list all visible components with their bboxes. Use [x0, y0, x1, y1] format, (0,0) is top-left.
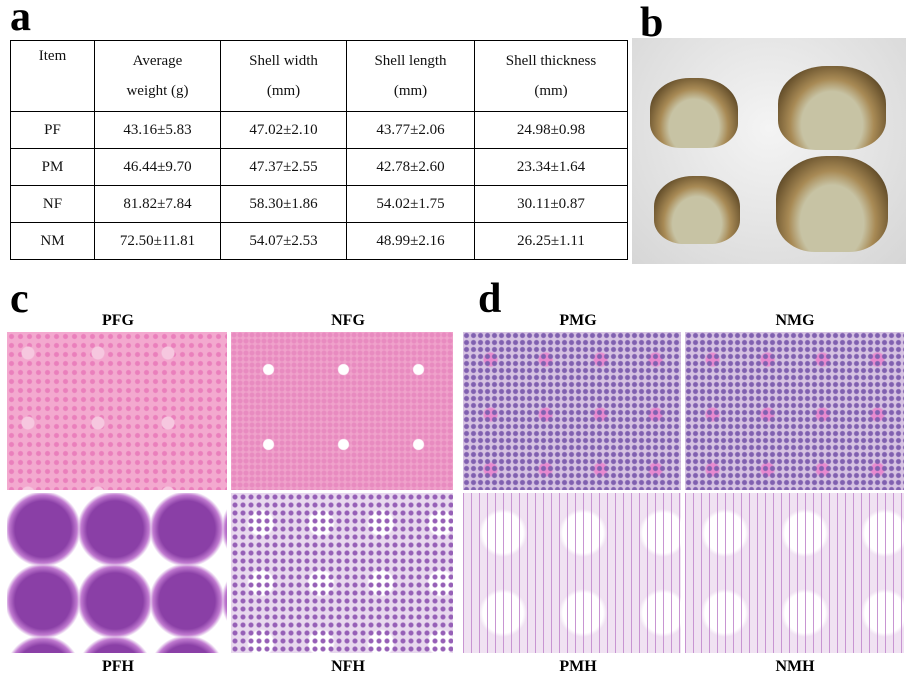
panel-label-d: d	[478, 276, 502, 322]
micrograph-pmg	[463, 332, 681, 490]
table-row: NM 72.50±11.81 54.07±2.53 48.99±2.16 26.25±1…	[10, 222, 628, 260]
table-cell: 54.07±2.53	[220, 222, 347, 260]
header-unit: weight (g)	[126, 83, 189, 99]
table-cell: 43.16±5.83	[94, 111, 221, 149]
micrograph-nmh	[685, 493, 904, 653]
micrograph-pfg	[7, 332, 227, 490]
header-thickness: Shell thickness (mm)	[474, 40, 628, 112]
table-cell: 42.78±2.60	[346, 148, 475, 186]
micrograph-pfh	[7, 493, 227, 653]
header-item: Item	[10, 40, 95, 112]
table-cell: 26.25±1.11	[474, 222, 628, 260]
panel-label-b: b	[640, 0, 664, 46]
micrograph-nfg	[231, 332, 453, 490]
table-cell: 24.98±0.98	[474, 111, 628, 149]
panel-label-c: c	[10, 276, 29, 322]
table-cell: 72.50±11.81	[94, 222, 221, 260]
label-nfh: NFH	[331, 658, 365, 675]
table-row: PF 43.16±5.83 47.02±2.10 43.77±2.06 24.98±0.…	[10, 111, 628, 149]
header-text: Shell thickness	[505, 53, 597, 69]
table-cell: 23.34±1.64	[474, 148, 628, 186]
panel-label-a: a	[10, 0, 31, 40]
table-cell: 81.82±7.84	[94, 185, 221, 223]
table-cell: 58.30±1.86	[220, 185, 347, 223]
table-cell: 30.11±0.87	[474, 185, 628, 223]
label-nfg: NFG	[331, 312, 365, 329]
crab-photo	[632, 38, 906, 264]
label-pmg: PMG	[559, 312, 597, 329]
row-label: PF	[10, 111, 95, 149]
row-label: NF	[10, 185, 95, 223]
header-unit: (mm)	[393, 83, 428, 99]
table-cell: 48.99±2.16	[346, 222, 475, 260]
header-text: Item	[38, 48, 67, 64]
table-cell: 47.37±2.55	[220, 148, 347, 186]
row-label: PM	[10, 148, 95, 186]
header-weight: Average weight (g)	[94, 40, 221, 112]
crab-nm	[776, 156, 888, 252]
table-cell: 47.02±2.10	[220, 111, 347, 149]
table-cell: 43.77±2.06	[346, 111, 475, 149]
table-row: PM 46.44±9.70 47.37±2.55 42.78±2.60 23.34±1.…	[10, 148, 628, 186]
table-row: NF 81.82±7.84 58.30±1.86 54.02±1.75 30.11±0.…	[10, 185, 628, 223]
crab-nf	[778, 66, 886, 150]
crab-morphometrics-table: Item Average weight (g) Shell width (mm) S…	[10, 40, 628, 260]
header-length: Shell length (mm)	[346, 40, 475, 112]
header-text: Shell length	[374, 53, 447, 69]
header-unit: (mm)	[534, 83, 568, 99]
label-nmh: NMH	[775, 658, 815, 675]
row-label: NM	[10, 222, 95, 260]
micrograph-nmg	[685, 332, 904, 490]
micrograph-pmh	[463, 493, 681, 653]
table-cell: 46.44±9.70	[94, 148, 221, 186]
label-pfg: PFG	[102, 312, 134, 329]
header-width: Shell width (mm)	[220, 40, 347, 112]
crab-pm	[654, 176, 740, 244]
table-header-row: Item Average weight (g) Shell width (mm) S…	[10, 40, 628, 112]
header-text: Shell width	[249, 53, 318, 69]
label-pfh: PFH	[102, 658, 134, 675]
label-pmh: PMH	[559, 658, 597, 675]
label-nmg: NMG	[775, 312, 815, 329]
crab-pf	[650, 78, 738, 148]
micrograph-nfh	[231, 493, 453, 653]
header-unit: (mm)	[266, 83, 301, 99]
header-text: Average	[132, 53, 183, 69]
table-cell: 54.02±1.75	[346, 185, 475, 223]
